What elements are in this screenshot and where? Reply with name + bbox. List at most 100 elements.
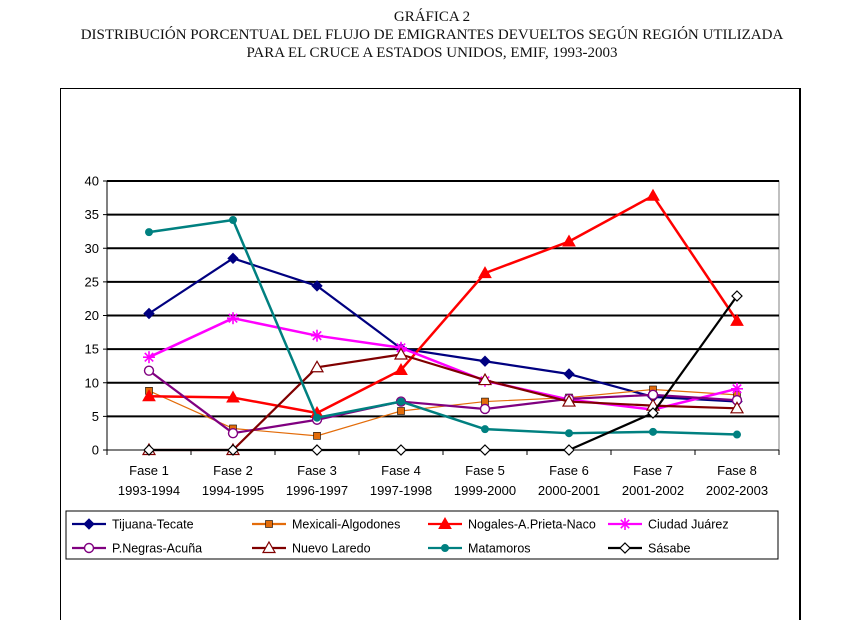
legend-swatch-marker bbox=[441, 544, 449, 552]
series-nogales-a-prieta-naco bbox=[142, 188, 744, 419]
series-line bbox=[148, 194, 739, 415]
data-point bbox=[143, 351, 155, 364]
legend-item: Sásabe bbox=[608, 542, 690, 556]
data-point bbox=[481, 425, 489, 434]
data-point bbox=[397, 397, 405, 406]
data-point bbox=[731, 290, 743, 302]
legend-label: P.Negras-Acuña bbox=[112, 542, 202, 556]
chart-title-line-2: DISTRIBUCIÓN PORCENTUAL DEL FLUJO DE EMI… bbox=[80, 27, 784, 43]
series-s-sabe bbox=[143, 290, 743, 456]
series-line bbox=[148, 218, 738, 436]
y-tick-label: 30 bbox=[85, 241, 99, 256]
series-line bbox=[148, 257, 738, 403]
data-point bbox=[311, 329, 323, 342]
x-tick-label-period: 2001-2002 bbox=[622, 483, 684, 498]
x-tick-label-period: 1996-1997 bbox=[286, 483, 348, 498]
y-tick-label: 15 bbox=[85, 342, 99, 357]
chart-title-line-1: GRÁFICA 2 bbox=[393, 9, 471, 25]
data-point bbox=[395, 444, 407, 456]
x-tick-label: Fase 1 bbox=[129, 463, 169, 478]
data-point bbox=[562, 234, 576, 247]
legend-swatch-marker bbox=[261, 540, 277, 554]
legend-item: Nuevo Laredo bbox=[252, 540, 371, 556]
data-point bbox=[731, 382, 743, 395]
data-point bbox=[563, 444, 575, 456]
data-point bbox=[729, 401, 745, 414]
x-tick-label-period: 1997-1998 bbox=[370, 483, 432, 498]
series-matamoros bbox=[145, 216, 741, 439]
data-point bbox=[227, 252, 239, 265]
legend-label: Ciudad Juárez bbox=[648, 518, 729, 532]
data-point bbox=[143, 307, 155, 320]
legend-swatch-marker bbox=[438, 516, 452, 529]
x-tick-label: Fase 4 bbox=[381, 463, 421, 478]
data-point bbox=[563, 368, 575, 380]
legend-swatch-marker bbox=[83, 518, 95, 530]
legend-label: Nuevo Laredo bbox=[292, 542, 371, 556]
data-point bbox=[229, 216, 237, 225]
x-tick-label-period: 1994-1995 bbox=[202, 483, 264, 498]
legend-item: Tijuana-Tecate bbox=[72, 518, 194, 532]
data-point bbox=[311, 444, 323, 456]
legend-swatch-marker bbox=[619, 542, 631, 554]
data-point bbox=[226, 390, 240, 403]
data-point bbox=[397, 407, 405, 415]
x-tick-label: Fase 8 bbox=[717, 463, 757, 478]
data-point bbox=[646, 188, 660, 201]
data-point bbox=[143, 444, 155, 456]
data-point bbox=[561, 394, 577, 407]
series-line bbox=[149, 295, 738, 452]
legend-label: Matamoros bbox=[468, 542, 531, 556]
y-tick-label: 25 bbox=[85, 274, 99, 289]
chart-title: GRÁFICA 2 DISTRIBUCIÓN PORCENTUAL DEL FL… bbox=[0, 8, 864, 62]
chart-title-line-3: PARA EL CRUCE A ESTADOS UNIDOS, EMIF, 19… bbox=[246, 45, 618, 61]
x-tick-label-period: 2000-2001 bbox=[538, 483, 600, 498]
y-tick-label: 20 bbox=[85, 308, 99, 323]
legend-item: Nogales-A.Prieta-Naco bbox=[428, 516, 596, 532]
gridlines bbox=[107, 180, 779, 418]
x-tick-label: Fase 6 bbox=[549, 463, 589, 478]
data-point bbox=[227, 312, 239, 325]
data-point bbox=[733, 430, 741, 439]
chart-frame bbox=[60, 88, 801, 620]
x-tick-label-period: 2002-2003 bbox=[706, 483, 768, 498]
legend bbox=[65, 510, 779, 560]
legend-items: Tijuana-Tecate Mexicali-Algodones Nogales-… bbox=[72, 516, 729, 556]
data-point bbox=[142, 389, 156, 402]
series-line bbox=[148, 369, 738, 435]
y-tick-label: 40 bbox=[85, 174, 99, 189]
data-point bbox=[143, 365, 155, 376]
data-point bbox=[313, 432, 321, 440]
data-point bbox=[145, 228, 153, 237]
series-line bbox=[149, 353, 738, 452]
legend-item: P.Negras-Acuña bbox=[72, 542, 202, 556]
data-point bbox=[649, 427, 657, 436]
data-point bbox=[730, 313, 744, 326]
legend-label: Nogales-A.Prieta-Naco bbox=[468, 518, 596, 532]
legend-item: Ciudad Juárez bbox=[608, 518, 729, 532]
data-point bbox=[647, 389, 659, 401]
data-point bbox=[227, 444, 239, 456]
y-tick-label: 5 bbox=[92, 409, 99, 424]
data-point bbox=[479, 355, 491, 367]
y-tick-label: 10 bbox=[85, 375, 99, 390]
data-point bbox=[479, 403, 491, 415]
x-tick-label-period: 1999-2000 bbox=[454, 483, 516, 498]
data-point bbox=[478, 266, 492, 279]
x-tick-label-period: 1993-1994 bbox=[118, 483, 180, 498]
x-tick-label: Fase 7 bbox=[633, 463, 673, 478]
data-point bbox=[313, 413, 321, 422]
data-point bbox=[394, 362, 408, 375]
legend-label: Sásabe bbox=[648, 542, 690, 556]
x-tick-label: Fase 2 bbox=[213, 463, 253, 478]
data-point bbox=[565, 429, 573, 438]
legend-item: Mexicali-Algodones bbox=[252, 518, 400, 532]
y-tick-label: 35 bbox=[85, 207, 99, 222]
x-tick-label: Fase 3 bbox=[297, 463, 337, 478]
data-point bbox=[309, 360, 325, 373]
series-group bbox=[141, 188, 745, 456]
series-line bbox=[148, 316, 738, 411]
legend-swatch-marker bbox=[619, 518, 631, 530]
data-point bbox=[479, 444, 491, 456]
